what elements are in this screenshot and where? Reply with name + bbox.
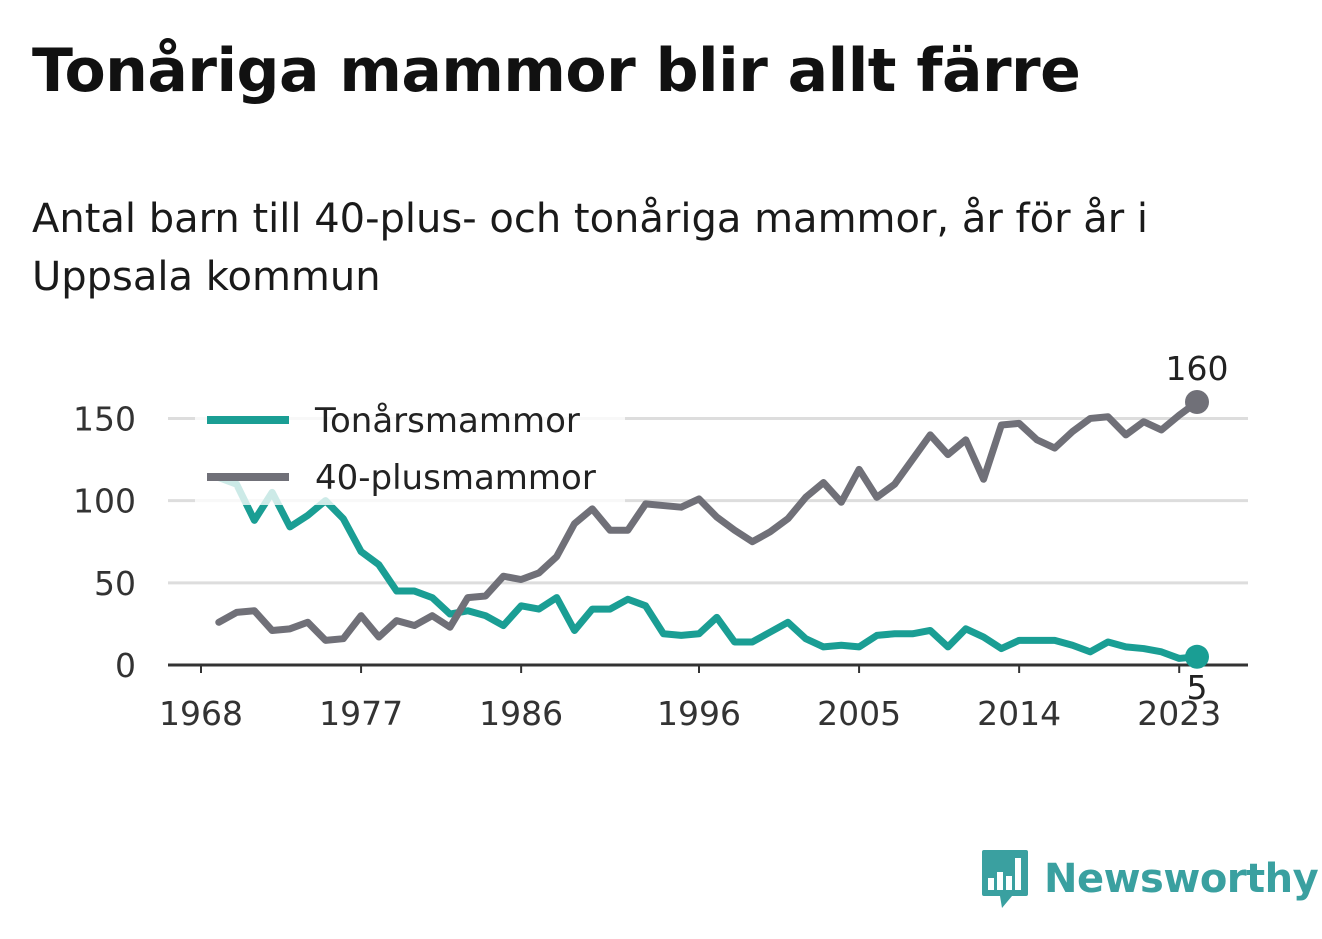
y-tick-label: 0 [115,646,136,685]
x-axis [168,663,1248,673]
end-point-markers: 5 160 [1166,349,1229,707]
bar-chart-speech-bubble-icon [982,850,1028,908]
chart-subtitle: Antal barn till 40-plus- och tonåriga ma… [32,196,1149,300]
x-tick-label: 1986 [479,694,563,733]
y-axis-tick-labels: 0 50 100 150 [73,399,136,685]
y-tick-label: 100 [73,482,136,521]
legend-background [195,393,625,505]
end-point-marker [1185,390,1209,414]
x-tick-label: 2023 [1137,694,1221,733]
x-axis-tick-labels: 1968 1977 1986 1996 2005 2014 2023 [159,694,1221,733]
series-line-1 [215,398,1201,644]
legend: Tonårsmammor 40-plusmammor [195,393,625,505]
series-lines [215,398,1201,662]
legend-label: 40-plusmammor [315,458,596,498]
x-tick-label: 1968 [159,694,243,733]
x-tick-label: 1996 [657,694,741,733]
x-tick-label: 2014 [977,694,1061,733]
y-tick-label: 50 [94,564,136,603]
end-point-marker [1185,644,1209,669]
x-tick-label: 2005 [817,694,901,733]
newsworthy-logo: Newsworthy [980,848,1319,910]
x-tick-label: 1977 [319,694,403,733]
end-value-label: 160 [1166,349,1229,388]
legend-label: Tonårsmammor [314,401,580,441]
series-line-0 [215,474,1201,662]
chart-title: Tonåriga mammor blir allt färre [32,36,1081,106]
end-value-label: 5 [1187,668,1208,707]
y-tick-label: 150 [73,399,136,438]
brand-name: Newsworthy [1044,856,1319,902]
